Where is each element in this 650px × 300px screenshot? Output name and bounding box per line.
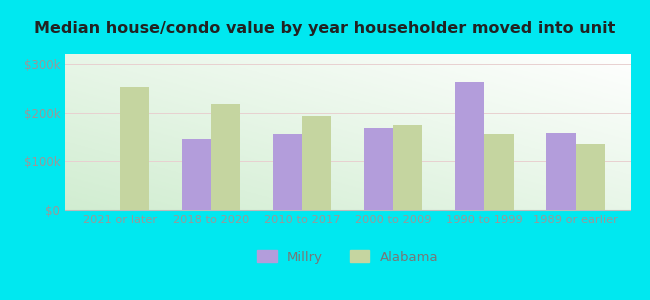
Bar	[547, 133, 576, 210]
Bar	[576, 144, 604, 210]
Bar	[182, 139, 211, 210]
Bar	[120, 87, 149, 210]
Text: Median house/condo value by year householder moved into unit: Median house/condo value by year househo…	[34, 21, 616, 36]
Bar	[211, 104, 240, 210]
Bar	[393, 125, 422, 210]
Bar	[364, 128, 393, 210]
Legend: Millry, Alabama: Millry, Alabama	[252, 245, 444, 269]
Bar	[302, 116, 332, 210]
Bar	[273, 134, 302, 210]
Bar	[455, 82, 484, 210]
Bar	[484, 134, 514, 210]
